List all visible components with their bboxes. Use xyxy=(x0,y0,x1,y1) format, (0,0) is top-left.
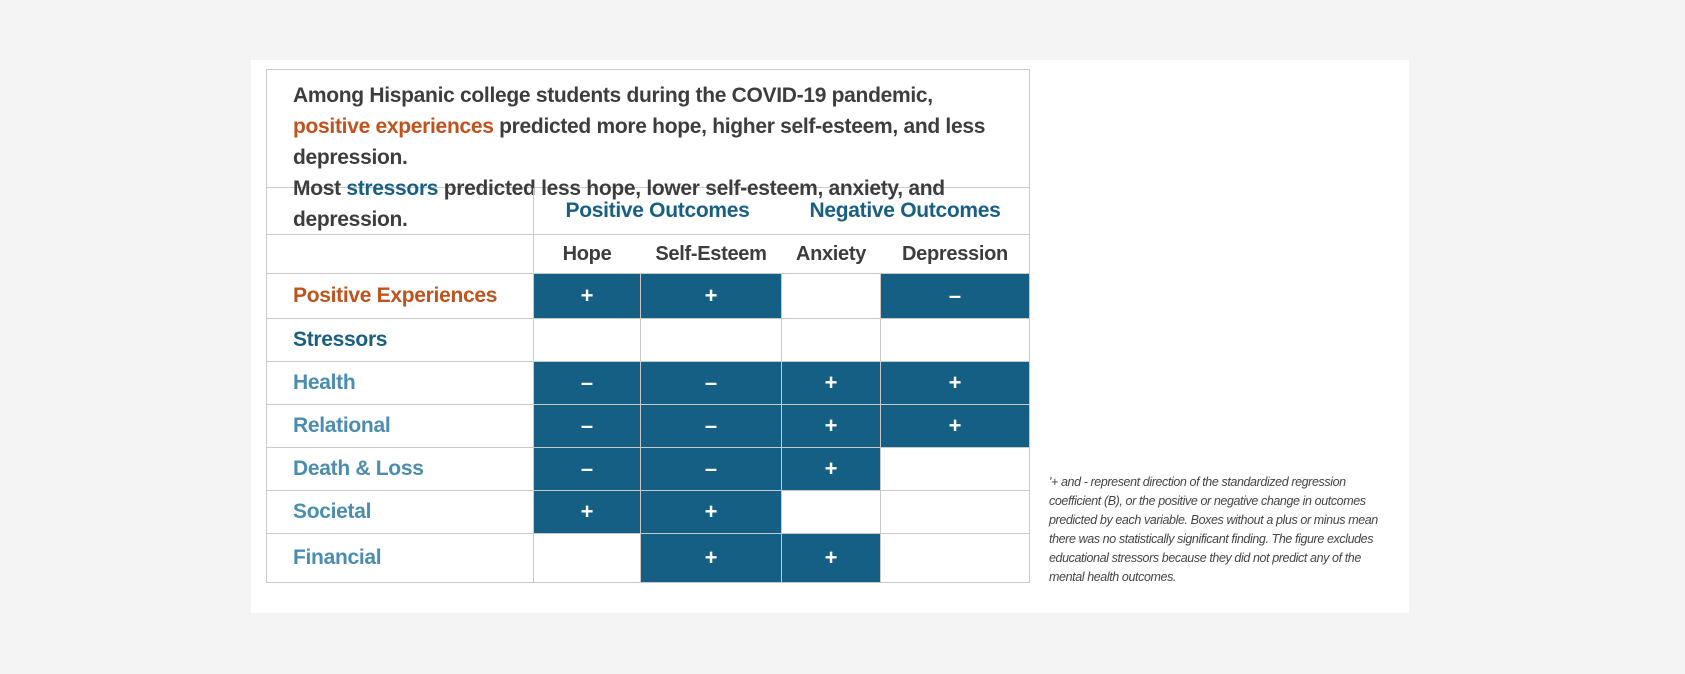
cell-societal-hope: + xyxy=(534,491,640,533)
cell-death-loss-anxiety: + xyxy=(782,448,880,490)
grid-line xyxy=(267,447,1029,448)
row-label-societal: Societal xyxy=(293,500,372,523)
title-text-1: Among Hispanic college students during t… xyxy=(293,84,933,107)
cell-health-depression: + xyxy=(881,362,1029,404)
cell-relational-depression: + xyxy=(881,405,1029,447)
title-stressors: stressors xyxy=(346,177,439,200)
cell-financial-self-esteem: + xyxy=(641,534,781,582)
figure-title: Among Hispanic college students during t… xyxy=(267,70,1029,231)
grid-line xyxy=(781,273,782,582)
results-table: Among Hispanic college students during t… xyxy=(266,69,1030,583)
grid-line xyxy=(267,361,1029,362)
grid-line xyxy=(267,404,1029,405)
grid-line xyxy=(533,188,534,582)
cell-death-loss-hope: – xyxy=(534,448,640,490)
column-header-depression: Depression xyxy=(902,242,1008,265)
group-header-positive-outcomes: Positive Outcomes xyxy=(565,199,750,222)
grid-line xyxy=(267,533,1029,534)
title-text-2: predicted more hope, higher self-esteem,… xyxy=(293,115,986,169)
footnote: '+ and - represent direction of the stan… xyxy=(1049,475,1378,584)
group-header-negative-outcomes: Negative Outcomes xyxy=(809,199,1001,222)
row-label-positive-experiences: Positive Experiences xyxy=(293,284,498,307)
grid-line xyxy=(267,234,1029,235)
cell-financial-hope xyxy=(534,534,640,582)
cell-health-self-esteem: – xyxy=(641,362,781,404)
column-header-hope: Hope xyxy=(562,242,612,265)
cell-death-loss-self-esteem: – xyxy=(641,448,781,490)
row-label-death-loss: Death & Loss xyxy=(293,457,424,480)
cell-health-anxiety: + xyxy=(782,362,880,404)
row-label-relational: Relational xyxy=(293,414,391,437)
cell-relational-hope: – xyxy=(534,405,640,447)
grid-line xyxy=(267,273,1029,274)
row-label-financial: Financial xyxy=(293,546,382,569)
title-text-3: Most xyxy=(293,177,347,200)
cell-societal-depression xyxy=(881,491,1029,533)
grid-line xyxy=(640,273,641,582)
grid-line xyxy=(880,273,881,582)
cell-health-hope: – xyxy=(534,362,640,404)
row-label-health: Health xyxy=(293,371,356,394)
cell-death-loss-depression xyxy=(881,448,1029,490)
column-header-anxiety: Anxiety xyxy=(795,242,867,265)
cell-societal-self-esteem: + xyxy=(641,491,781,533)
row-label-stressors: Stressors xyxy=(293,328,388,351)
title-text-4: predicted less hope, lower self-esteem, … xyxy=(293,177,945,231)
title-positive-experiences: positive experiences xyxy=(293,115,494,138)
figure-card: Among Hispanic college students during t… xyxy=(251,60,1409,613)
cell-financial-anxiety: + xyxy=(782,534,880,582)
cell-societal-anxiety xyxy=(782,491,880,533)
cell-positive-experiences-depression: – xyxy=(881,274,1029,318)
grid-line xyxy=(267,318,1029,319)
cell-relational-anxiety: + xyxy=(782,405,880,447)
column-header-self-esteem: Self-Esteem xyxy=(655,242,767,265)
grid-line xyxy=(267,490,1029,491)
cell-positive-experiences-self-esteem: + xyxy=(641,274,781,318)
cell-positive-experiences-anxiety xyxy=(782,274,880,318)
cell-financial-depression xyxy=(881,534,1029,582)
cell-positive-experiences-hope: + xyxy=(534,274,640,318)
cell-relational-self-esteem: – xyxy=(641,405,781,447)
